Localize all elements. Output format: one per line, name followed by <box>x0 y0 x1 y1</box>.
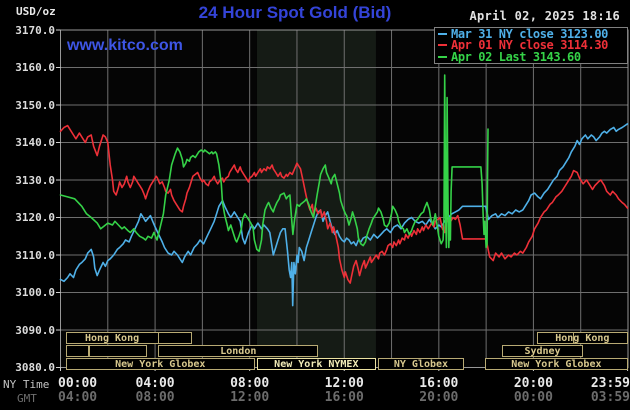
kitco-watermark-link[interactable]: www.kitco.com <box>67 37 183 54</box>
apr02-line-swatch-icon <box>438 55 447 58</box>
y-axis-label: 3120.0 <box>15 211 55 224</box>
y-axis-label: 3170.0 <box>15 23 55 37</box>
session-label: New York Globex <box>511 358 602 370</box>
legend-label-apr01: Apr 01 NY close 3114.30 <box>451 38 608 53</box>
session-label: NY Globex <box>393 358 449 370</box>
session-label: Hong Kong <box>555 333 610 345</box>
session-box-new-york-nymex: New York NYMEX <box>256 357 376 370</box>
y-axis-label: 3080.0 <box>15 361 55 374</box>
x-axis-label-ny: 20:00 <box>513 376 553 391</box>
y-axis-label: 3110.0 <box>15 248 55 262</box>
session-box-london: London <box>158 345 319 357</box>
x-axis-label-gmt: 00:00 <box>513 390 553 405</box>
session-box <box>88 345 147 357</box>
session-label: Hong Kong <box>84 333 140 345</box>
legend-label-apr02: Apr 02 Last 3143.60 <box>451 49 581 64</box>
apr01-line-swatch-icon <box>438 44 447 47</box>
chart-legend: Mar 31 NY close 3123.00 Apr 01 NY close … <box>434 27 628 64</box>
x-axis-label-ny: 23:59 <box>590 376 630 391</box>
session-box-sydney: Sydney <box>501 345 584 357</box>
session-box-hong-kong: Hong Kong <box>65 332 192 345</box>
session-label: New York Globex <box>115 358 206 370</box>
price-unit-label: USD/oz <box>16 5 56 18</box>
session-divider <box>573 333 575 344</box>
legend-row-mar31: Mar 31 NY close 3123.00 <box>435 26 627 41</box>
x-axis-label-gmt: 20:00 <box>419 390 459 405</box>
x-axis-label-gmt: 12:00 <box>230 390 270 405</box>
x-axis-label-ny: 04:00 <box>135 376 175 391</box>
y-axis-label: 3130.0 <box>15 173 55 187</box>
y-axis-label: 3150.0 <box>15 98 55 112</box>
session-label: New York NYMEX <box>274 358 359 370</box>
legend-row-apr01: Apr 01 NY close 3114.30 <box>435 38 627 53</box>
session-box-new-york-globex: New York Globex <box>65 357 255 370</box>
x-axis-label-gmt: 04:00 <box>58 390 98 405</box>
ny-time-axis-label: NY Time <box>3 378 50 391</box>
session-label: Sydney <box>524 346 561 357</box>
chart-title: 24 Hour Spot Gold (Bid) <box>198 3 392 22</box>
x-axis-label-gmt: 03:59 <box>590 390 630 405</box>
gmt-axis-label: GMT <box>17 392 37 405</box>
mar31-line-swatch-icon <box>438 32 447 35</box>
x-axis-label-ny: 12:00 <box>324 376 364 391</box>
x-axis-label-gmt: 16:00 <box>324 390 364 405</box>
x-axis-label-ny: 00:00 <box>58 376 98 391</box>
y-axis-label: 3100.0 <box>15 286 55 299</box>
session-label: London <box>220 346 257 357</box>
x-axis-label-gmt: 08:00 <box>135 390 175 405</box>
y-axis-label: 3160.0 <box>15 61 55 74</box>
x-axis-label-ny: 08:00 <box>230 376 270 391</box>
session-box-hong-kong: Hong Kong <box>536 332 628 345</box>
session-box-new-york-globex: New York Globex <box>484 357 628 370</box>
legend-label-mar31: Mar 31 NY close 3123.00 <box>451 26 608 41</box>
series-line-apr01 <box>59 124 629 284</box>
session-box <box>65 345 89 357</box>
y-axis-label: 3090.0 <box>15 323 55 337</box>
legend-row-apr02: Apr 02 Last 3143.60 <box>435 49 627 64</box>
series-line-apr02 <box>59 74 489 253</box>
session-box-ny-globex: NY Globex <box>378 357 464 370</box>
session-divider <box>158 333 160 344</box>
chart-datetime: April 02, 2025 18:16 <box>469 9 620 23</box>
x-axis-label-ny: 16:00 <box>419 376 459 391</box>
y-axis-label: 3140.0 <box>15 136 55 149</box>
